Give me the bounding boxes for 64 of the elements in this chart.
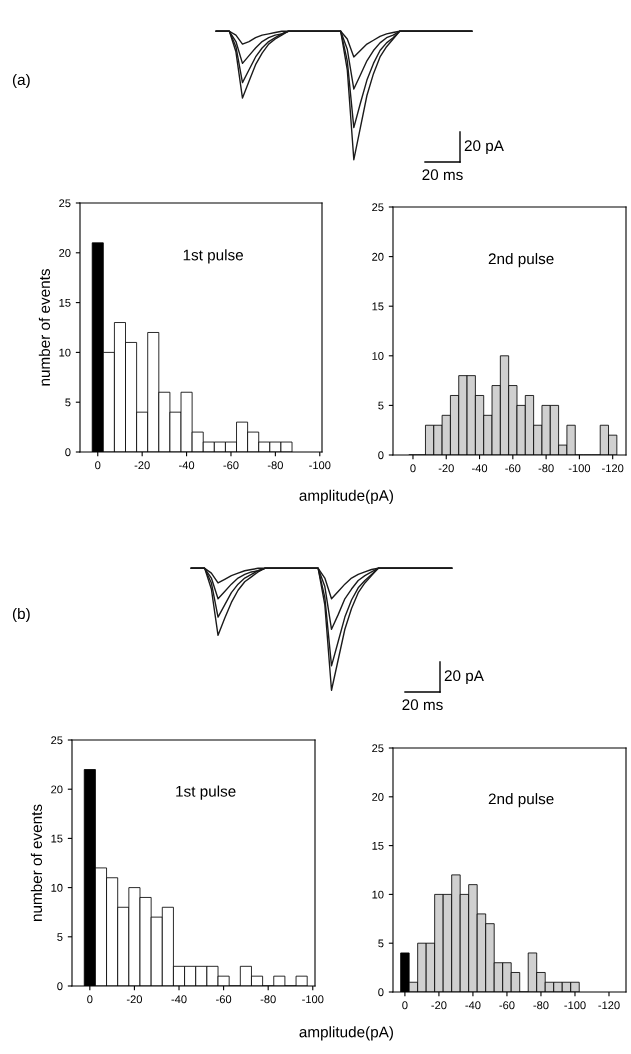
annotation: 1st pulse [183, 249, 243, 264]
y-tick-label: 25 [372, 203, 384, 212]
x-tick-label: -60 [223, 461, 239, 470]
x-tick-label: -40 [465, 1001, 481, 1010]
text: (b) [12, 607, 30, 623]
y-tick-label: 15 [51, 834, 63, 843]
y-tick-label: 15 [372, 841, 384, 850]
x-tick-label: -40 [171, 995, 187, 1004]
x-tick-label: -60 [216, 995, 232, 1004]
x-tick-label: -20 [126, 995, 143, 1004]
y-tick-label: 0 [378, 451, 384, 460]
y-tick-label: 10 [372, 352, 384, 360]
y-tick-label: 20 [51, 785, 63, 794]
y-tick-label: 0 [378, 988, 384, 997]
y-tick-label: 0 [65, 448, 71, 457]
x-axis-title: amplitude(pA) [299, 489, 394, 504]
x-tick-label: -40 [472, 464, 488, 473]
x-tick-label: -100 [302, 995, 324, 1004]
y-tick-label: 20 [372, 252, 384, 261]
y-tick-label: 0 [57, 982, 63, 991]
y-tick-label: 10 [59, 348, 71, 357]
annotation: 2nd pulse [488, 252, 554, 268]
x-tick-label: -100 [564, 1001, 586, 1010]
x-tick-label: -80 [260, 995, 276, 1004]
annotation: 1st pulse [176, 785, 236, 800]
y-tick-label: 5 [378, 939, 384, 948]
x-tick-label: -20 [431, 1001, 447, 1010]
x-tick-label: -20 [438, 464, 454, 473]
y-tick-label: 25 [51, 736, 63, 745]
y-tick-label: 20 [59, 249, 71, 257]
x-tick-label: -120 [602, 464, 624, 473]
y-axis-title: number of events [30, 804, 43, 921]
annotation: 20 pA [464, 140, 504, 155]
annotation: 20 pA [444, 670, 484, 685]
x-tick-label: -40 [179, 461, 195, 470]
text: (a) [12, 73, 30, 89]
text: 20 ms [402, 699, 443, 711]
x-tick-label: -100 [309, 461, 331, 470]
x-tick-label: 0 [87, 995, 93, 1004]
y-tick-label: 25 [372, 744, 384, 753]
x-tick-label: -20 [134, 461, 150, 470]
x-tick-label: -60 [505, 464, 521, 473]
y-tick-label: 10 [51, 883, 63, 892]
x-tick-label: 0 [95, 461, 101, 470]
y-axis-title: number of events [38, 269, 51, 386]
y-tick-label: 15 [372, 302, 384, 311]
x-tick-label: 0 [410, 464, 416, 473]
x-tick-label: -80 [538, 464, 554, 473]
x-tick-label: -120 [598, 1001, 620, 1010]
text: 20 ms [422, 169, 463, 181]
y-tick-label: 5 [65, 398, 71, 407]
y-tick-label: 25 [59, 199, 71, 208]
x-tick-label: -80 [533, 1001, 549, 1010]
y-tick-label: 5 [57, 933, 63, 941]
y-tick-label: 5 [378, 401, 384, 410]
x-tick-label: 0 [402, 1001, 408, 1010]
x-tick-label: -80 [267, 461, 283, 470]
y-tick-label: 20 [372, 793, 384, 801]
annotation: 2nd pulse [488, 793, 554, 808]
x-tick-label: -60 [499, 1001, 515, 1010]
y-tick-label: 15 [59, 298, 71, 307]
x-tick-label: -100 [568, 464, 591, 473]
y-tick-label: 10 [372, 890, 384, 899]
x-axis-title: amplitude(pA) [299, 1026, 394, 1041]
